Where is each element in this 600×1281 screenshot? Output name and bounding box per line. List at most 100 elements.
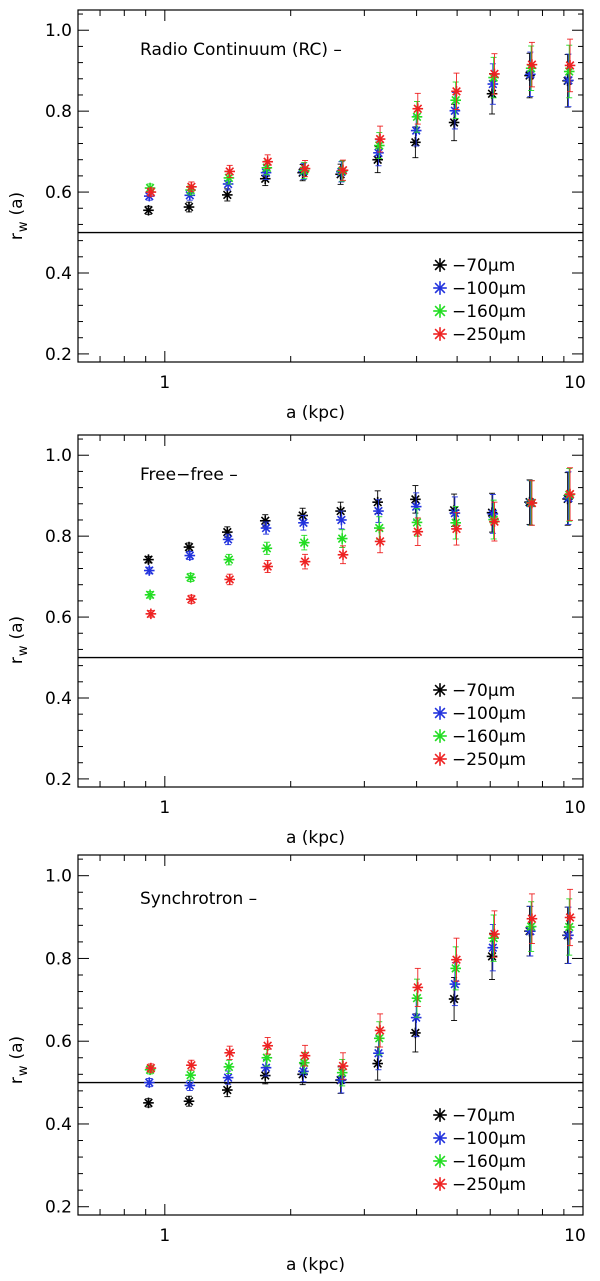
y-tick-label: 1.0 [45,867,72,887]
data-point [448,993,460,1005]
legend-marker [433,1154,447,1168]
data-point [143,204,154,216]
plot-frame [77,854,584,1216]
data-point [186,181,197,193]
legend-label: −160μm [452,302,526,322]
data-point [450,94,461,106]
y-tick-label: 0.8 [45,949,72,969]
data-point [336,533,348,544]
data-point [372,496,383,508]
data-point [144,589,156,601]
legend-label: −100μm [452,1129,526,1149]
data-point [450,963,461,974]
data-point [222,534,234,545]
legend: −70μm −100μm −160μm −250μm [433,1106,526,1195]
data-point [489,68,500,80]
data-point [260,1062,272,1073]
data-point [185,572,196,583]
data-point [410,125,422,136]
data-point [145,1062,157,1074]
y-axis-label-main: r [7,233,27,240]
y-tick-label: 0.4 [45,689,72,709]
panel-title: Synchrotron – [140,889,257,909]
y-tick-label: 0.6 [45,608,72,628]
data-point [223,554,235,565]
data-point [336,514,347,526]
data-point [487,78,499,90]
data-point [186,1059,197,1071]
panel-title: Radio Continuum (RC) – [140,40,342,60]
data-point [374,536,386,547]
y-axis-label-tail: (a) [7,616,27,640]
data-point [183,201,195,213]
data-point [525,921,537,932]
data-point [183,1095,195,1107]
series-2 [143,905,574,1094]
data-point [337,549,349,561]
series-4 [145,888,576,1080]
legend-label: −100μm [452,279,526,299]
y-axis-label-tail: (a) [7,192,27,216]
plot-frame [77,434,584,788]
legend-marker [433,304,447,318]
data-point [224,166,236,177]
x-tick-label: 10 [564,373,586,393]
data-point [143,1077,155,1088]
data-point [262,156,273,168]
data-point [526,59,538,70]
y-axis-label-tail: (a) [7,1036,27,1060]
y-tick-label: 1.0 [45,446,72,466]
data-point [224,574,236,585]
data-point [298,537,310,548]
y-tick-label: 0.2 [45,345,72,365]
series-1 [143,905,573,1109]
legend: −70μm −100μm −160μm −250μm [433,256,526,345]
y-axis-label-sub: w [16,645,31,656]
legend-label: −160μm [452,1152,526,1172]
data-point [564,60,576,71]
series-1 [143,52,573,216]
legend-label: −250μm [452,750,526,770]
data-point [186,593,197,605]
data-point [451,523,462,535]
data-point [451,86,462,97]
legend-marker [433,1108,447,1122]
data-point [298,517,309,529]
y-axis-label-sub: w [16,1065,31,1076]
y-axis-label-sub: w [16,221,31,232]
data-point [564,488,576,500]
data-point [411,992,423,1004]
legend-label: −100μm [452,704,526,724]
y-tick-label: 0.4 [45,264,72,284]
x-axis-label: a (kpc) [286,1255,345,1275]
series-4 [145,38,576,198]
data-point [337,1060,349,1072]
data-point [564,912,576,923]
legend-marker [433,1177,447,1191]
data-point [185,1069,196,1081]
data-point [143,565,155,576]
data-point [145,186,157,198]
legend-marker [433,281,447,295]
data-point [487,942,499,953]
data-point [373,505,384,517]
data-point [373,522,385,534]
chart-panel-3: 0.2 0.4 0.6 0.8 1.0 1 10 a (kpc) rw (a) Synchrotro… [7,854,586,1275]
data-point [486,951,498,962]
x-tick-label: 10 [564,1226,586,1246]
data-point [261,542,273,554]
x-tick-label: 1 [159,798,170,818]
data-point [451,954,462,965]
data-point [261,1052,273,1064]
x-tick-label: 1 [159,373,170,393]
data-point [412,526,424,537]
legend-marker [433,752,447,766]
data-point [260,522,272,534]
data-point [489,516,500,527]
y-axis-label: rw (a) [7,192,31,240]
data-point [337,164,349,176]
x-tick-label: 1 [159,1226,170,1246]
data-point [489,928,500,940]
data-point [184,1080,196,1091]
